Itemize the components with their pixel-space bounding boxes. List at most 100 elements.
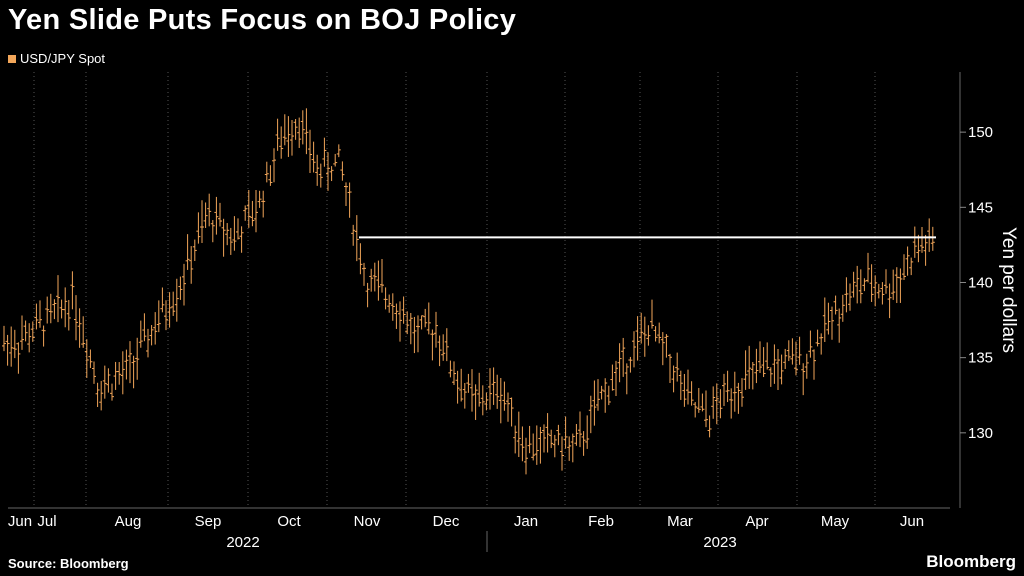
price-bar: [95, 382, 100, 408]
price-bar: [578, 411, 582, 448]
price-bar: [30, 321, 35, 342]
price-bar: [614, 360, 618, 397]
price-bar: [329, 166, 334, 182]
price-bar: [855, 265, 860, 304]
price-bar: [358, 243, 363, 275]
price-bar: [243, 205, 248, 221]
price-bar: [822, 297, 827, 342]
price-bar: [261, 190, 266, 218]
price-bar: [884, 269, 888, 294]
y-axis: 130 135 140 145 150: [959, 72, 993, 508]
price-bar: [156, 300, 161, 333]
price-bar: [470, 369, 474, 412]
price-bar: [390, 293, 395, 321]
price-bar: [740, 378, 744, 407]
price-bar: [264, 161, 269, 183]
x-tick-label: Nov: [354, 513, 381, 530]
y-axis-label: Yen per dollars: [998, 227, 1019, 353]
price-bar: [664, 334, 669, 358]
gridlines: [33, 72, 876, 508]
price-bar: [632, 331, 636, 368]
price-bar: [696, 387, 701, 413]
price-bar: [290, 119, 294, 156]
price-bar: [714, 383, 719, 425]
price-bar: [268, 165, 273, 186]
price-bar: [286, 116, 291, 157]
price-bar: [653, 326, 658, 342]
x-tick-label: Mar: [667, 513, 693, 530]
price-bar: [815, 329, 820, 347]
price-bar: [534, 425, 539, 465]
price-bar: [747, 345, 752, 389]
price-bar: [646, 325, 651, 346]
price-bar: [5, 334, 10, 366]
price-bar: [81, 316, 86, 348]
price-bar: [232, 216, 237, 251]
price-bar: [650, 299, 654, 329]
price-bar: [689, 381, 694, 406]
price-bar: [236, 218, 240, 240]
price-bar: [930, 226, 935, 251]
price-bar: [214, 196, 219, 235]
price-bar: [113, 361, 118, 390]
price-bar: [84, 339, 89, 378]
price-bar: [405, 311, 410, 335]
price-bar: [844, 277, 849, 313]
price-bar: [344, 182, 348, 207]
price-bar: [376, 260, 381, 301]
price-bar: [228, 227, 233, 255]
price-bar: [322, 137, 327, 167]
price-bar: [110, 383, 114, 401]
x-tick-label: Dec: [433, 513, 460, 530]
price-bar: [920, 226, 924, 253]
price-bar: [704, 390, 708, 428]
price-bar: [99, 380, 104, 411]
price-bar: [858, 269, 863, 304]
x-tick-label: Jan: [514, 513, 538, 530]
price-bar: [185, 234, 190, 270]
price-bar: [729, 388, 734, 419]
price-bar: [570, 433, 575, 463]
price-bar: [671, 365, 676, 393]
price-bar: [873, 275, 878, 307]
price-bar: [394, 303, 399, 329]
chart-title: Yen Slide Puts Focus on BOJ Policy: [8, 4, 517, 36]
price-bar: [102, 365, 107, 399]
price-bar: [912, 226, 917, 258]
price-bar: [347, 182, 352, 218]
price-bar: [560, 436, 564, 471]
price-bar: [768, 367, 773, 387]
price-bar: [765, 342, 770, 370]
price-bar: [2, 325, 6, 352]
price-bar: [642, 316, 647, 357]
price-bar: [56, 275, 60, 323]
price-bar: [495, 374, 500, 409]
price-bar: [790, 338, 795, 365]
price-bar: [585, 415, 590, 449]
price-bar: [430, 329, 435, 361]
price-bar: [520, 426, 525, 462]
price-bar: [916, 234, 921, 263]
price-bar: [444, 328, 449, 362]
price-bar: [412, 316, 417, 354]
price-bar: [27, 323, 32, 353]
price-bar: [189, 246, 194, 284]
price-bar: [599, 385, 604, 400]
price-bar: [772, 344, 777, 384]
price-bar: [387, 294, 392, 313]
price-bar: [362, 262, 366, 286]
price-bar: [552, 434, 557, 458]
price-bar: [833, 295, 838, 315]
x-tick-label: Jul: [37, 513, 56, 530]
price-bar: [603, 378, 608, 413]
price-bar: [304, 108, 309, 155]
price-bar: [77, 308, 82, 348]
price-bar: [221, 218, 226, 257]
price-bar: [876, 283, 881, 299]
price-bar: [401, 296, 406, 324]
price-bar: [531, 433, 536, 461]
price-bar: [171, 291, 176, 316]
y-tick-label: 140: [968, 274, 993, 291]
price-bar: [513, 425, 518, 454]
price-bar: [639, 312, 644, 344]
